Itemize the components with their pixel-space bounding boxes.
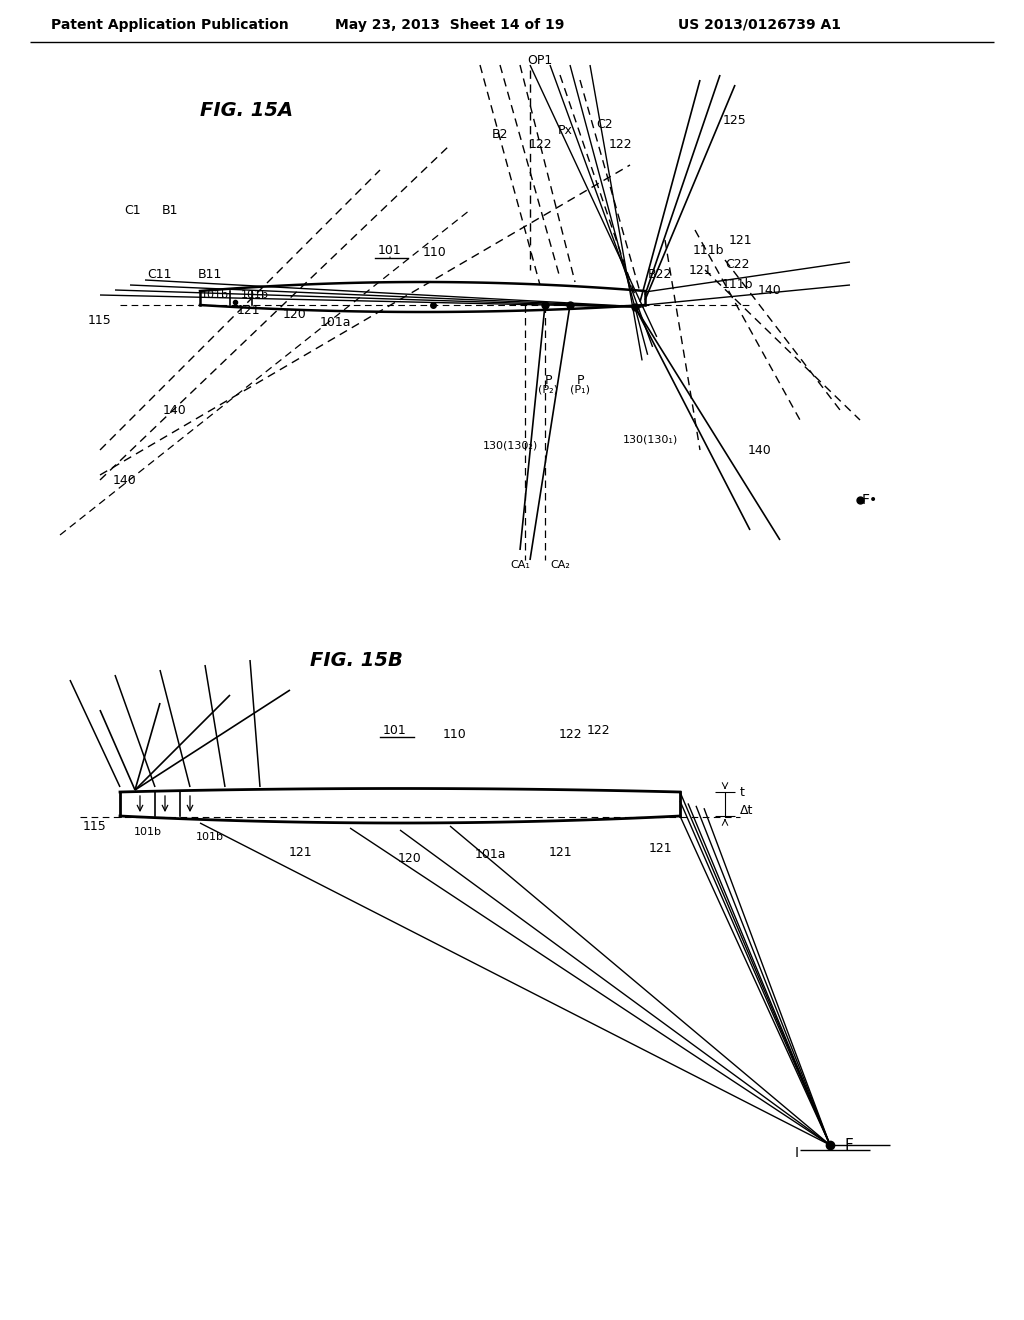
Text: B11: B11 — [198, 268, 222, 281]
Text: Δt: Δt — [740, 804, 754, 817]
Text: 122: 122 — [586, 723, 610, 737]
Text: B1: B1 — [162, 203, 178, 216]
Text: FIG. 15A: FIG. 15A — [200, 100, 293, 120]
Text: (P₁): (P₁) — [570, 385, 590, 395]
Text: 111b: 111b — [722, 279, 754, 292]
Text: 121: 121 — [288, 846, 312, 859]
Text: 140: 140 — [113, 474, 137, 487]
Text: 101b: 101b — [201, 290, 229, 300]
Text: 140: 140 — [749, 444, 772, 457]
Text: CA₁: CA₁ — [510, 560, 530, 570]
Text: 121: 121 — [688, 264, 712, 276]
Text: 111b: 111b — [692, 243, 724, 256]
Text: 101a: 101a — [474, 849, 506, 862]
Text: OP1: OP1 — [527, 54, 553, 66]
Text: F•: F• — [862, 492, 879, 507]
Text: 125: 125 — [723, 114, 746, 127]
Text: 110: 110 — [423, 246, 446, 259]
Text: CA₂: CA₂ — [550, 560, 570, 570]
Text: P: P — [577, 374, 584, 387]
Text: Patent Application Publication: Patent Application Publication — [51, 18, 289, 32]
Text: FIG. 15B: FIG. 15B — [310, 651, 402, 669]
Text: C22: C22 — [726, 259, 751, 272]
Text: 121: 121 — [237, 304, 260, 317]
Text: 101b: 101b — [196, 832, 224, 842]
Text: 121: 121 — [648, 842, 672, 855]
Text: 122: 122 — [558, 729, 582, 742]
Text: 115: 115 — [88, 314, 112, 326]
Text: B22: B22 — [648, 268, 672, 281]
Text: US 2013/0126739 A1: US 2013/0126739 A1 — [679, 18, 842, 32]
Text: 121: 121 — [548, 846, 571, 858]
Text: 130(130₂): 130(130₂) — [482, 440, 538, 450]
Text: 121: 121 — [728, 234, 752, 247]
Text: C11: C11 — [147, 268, 172, 281]
Text: 130(130₁): 130(130₁) — [623, 436, 678, 445]
Text: Px: Px — [557, 124, 572, 136]
Text: F: F — [845, 1138, 854, 1152]
Text: 140: 140 — [163, 404, 186, 417]
Text: C2: C2 — [597, 119, 613, 132]
Text: (P₂): (P₂) — [538, 385, 558, 395]
Text: I: I — [795, 1146, 799, 1160]
Text: 120: 120 — [398, 851, 422, 865]
Text: P: P — [544, 374, 552, 387]
Text: 115: 115 — [83, 821, 106, 833]
Text: 120: 120 — [283, 309, 307, 322]
Text: 122: 122 — [608, 139, 632, 152]
Text: t: t — [740, 787, 744, 800]
Text: May 23, 2013  Sheet 14 of 19: May 23, 2013 Sheet 14 of 19 — [335, 18, 564, 32]
Text: 122: 122 — [528, 139, 552, 152]
Text: C1: C1 — [125, 203, 141, 216]
Text: B2: B2 — [492, 128, 508, 141]
Text: 101a: 101a — [319, 315, 351, 329]
Text: 101: 101 — [383, 723, 407, 737]
Text: 101b: 101b — [241, 290, 269, 300]
Text: 101b: 101b — [134, 828, 162, 837]
Text: 101: 101 — [378, 243, 401, 256]
Text: 140: 140 — [758, 284, 782, 297]
Text: 110: 110 — [443, 729, 467, 742]
